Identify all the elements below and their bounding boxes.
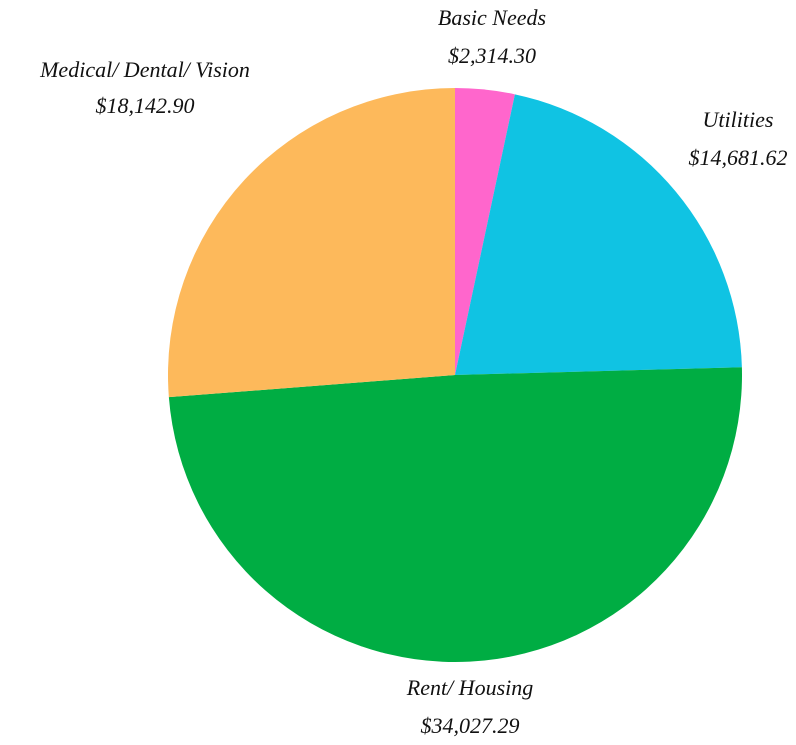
pie-slice [455,88,515,375]
slice-value-label: $14,681.62 [689,145,788,170]
slice-label: Rent/ Housing [406,675,534,700]
slice-value-label: $34,027.29 [421,713,520,738]
slice-label: Utilities [703,107,774,132]
slice-value-label: $18,142.90 [96,93,195,118]
slice-label: Medical/ Dental/ Vision [39,57,250,82]
pie-slice [455,94,742,376]
slice-label: Basic Needs [438,5,546,30]
pie-slice [167,88,455,398]
pie-slice [168,367,743,663]
slice-value-label: $2,314.30 [448,43,536,68]
